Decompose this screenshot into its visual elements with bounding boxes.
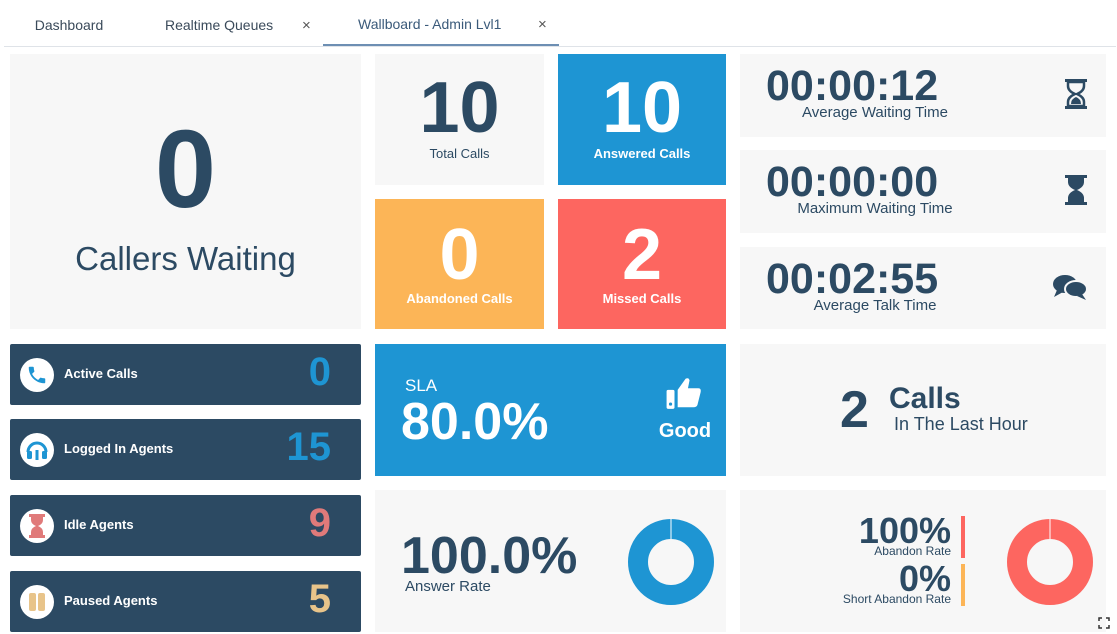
answer-rate-donut [628,519,714,605]
tab-realtime-queues[interactable]: Realtime Queues × [134,4,324,46]
phone-icon [20,358,54,392]
average-talk-time-value: 00:02:55 [766,255,939,303]
pause-icon [20,585,54,619]
answer-rate-label: Answer Rate [405,578,491,595]
active-calls-panel: Active Calls 0 [10,344,361,405]
hourglass-icon [20,509,54,543]
total-calls-label: Total Calls [429,146,490,161]
maximum-waiting-time-panel: 00:00:00 Maximum Waiting Time [740,150,1106,233]
idle-agents-panel: Idle Agents 9 [10,495,361,556]
fullscreen-icon[interactable] [1098,616,1110,634]
short-abandon-rate-value: 0% [898,558,951,599]
short-abandon-rate-label: Short Abandon Rate [842,592,951,606]
hourglass-icon [1064,174,1088,211]
close-icon[interactable]: × [302,16,311,34]
answered-calls-value: 10 [601,68,683,148]
answer-rate-value: 100.0% [401,527,578,585]
last-hour-panel: 2 Calls In The Last Hour [740,344,1106,476]
answered-calls-panel: 10 Answered Calls [558,54,726,185]
total-calls-panel: 10 Total Calls [375,54,544,185]
abandon-rate-value: 100% [858,510,951,551]
answer-rate-panel: 100.0% Answer Rate [375,490,726,632]
sla-label: SLA [405,376,438,395]
callers-waiting-panel: 0 Callers Waiting [10,54,361,329]
maximum-waiting-time-label: Maximum Waiting Time [797,200,953,217]
paused-agents-value: 5 [308,577,331,621]
tab-bar: Dashboard Realtime Queues × Wallboard - … [4,4,1116,47]
total-calls-value: 10 [419,68,500,148]
callers-waiting-label: Callers Waiting [75,240,296,277]
headset-icon [20,433,54,467]
active-calls-label: Active Calls [64,366,138,381]
missed-calls-label: Missed Calls [602,291,682,306]
logged-in-agents-label: Logged In Agents [64,441,174,456]
abandoned-calls-panel: 0 Abandoned Calls [375,199,544,329]
sla-status: Good [658,420,712,442]
thumbs-up-icon [665,374,703,417]
abandon-rate-bar [961,516,965,558]
sla-panel: SLA 80.0% Good [375,344,726,476]
paused-agents-label: Paused Agents [64,593,158,608]
last-hour-subtitle: In The Last Hour [894,414,1028,434]
answered-calls-label: Answered Calls [593,146,691,161]
average-talk-time-label: Average Talk Time [813,297,937,314]
missed-calls-value: 2 [621,215,663,295]
average-waiting-time-label: Average Waiting Time [802,104,948,121]
chat-bubbles-icon [1052,273,1088,306]
average-waiting-time-panel: 00:00:12 Average Waiting Time [740,54,1106,137]
idle-agents-value: 9 [308,501,331,545]
abandon-rate-panel: 100% Abandon Rate 0% Short Abandon Rate [740,490,1106,632]
abandon-rate-label: Abandon Rate [874,544,951,558]
tab-dashboard-label: Dashboard [34,17,104,33]
last-hour-value: 2 [840,381,869,439]
short-abandon-rate-bar [961,564,965,606]
callers-waiting-value: 0 [154,108,217,231]
paused-agents-panel: Paused Agents 5 [10,571,361,632]
sla-value: 80.0% [401,393,549,451]
missed-calls-panel: 2 Missed Calls [558,199,726,329]
abandoned-calls-value: 0 [439,215,480,295]
average-waiting-time-value: 00:00:12 [766,62,939,110]
average-talk-time-panel: 00:02:55 Average Talk Time [740,247,1106,329]
tab-realtime-queues-label: Realtime Queues [165,17,274,33]
tab-wallboard-admin[interactable]: Wallboard - Admin Lvl1 × [323,4,559,46]
tab-wallboard-label: Wallboard - Admin Lvl1 [358,16,502,32]
abandoned-calls-label: Abandoned Calls [406,291,513,306]
logged-in-agents-value: 15 [286,425,332,469]
hourglass-icon [1064,78,1088,115]
active-calls-value: 0 [308,350,331,394]
abandon-rate-donut [1007,519,1093,605]
tab-dashboard[interactable]: Dashboard [4,4,134,46]
close-icon[interactable]: × [538,15,547,33]
logged-in-agents-panel: Logged In Agents 15 [10,419,361,480]
last-hour-title: Calls [889,382,961,415]
idle-agents-label: Idle Agents [64,517,134,532]
maximum-waiting-time-value: 00:00:00 [766,158,939,206]
